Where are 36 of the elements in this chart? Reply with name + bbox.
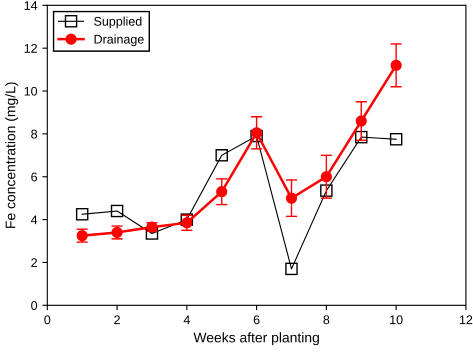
point <box>320 171 332 182</box>
x-tick-label: 12 <box>460 315 472 324</box>
point <box>180 213 194 226</box>
point <box>286 192 298 204</box>
y-tick-label: 12 <box>24 44 37 53</box>
point <box>216 186 228 198</box>
point <box>285 262 298 276</box>
y-tick-label: 8 <box>31 130 38 139</box>
y-axis-title: Fe concentration (mg/L) <box>5 82 18 228</box>
point <box>390 132 402 146</box>
point <box>356 115 367 127</box>
y-tick-label: 10 <box>24 86 38 96</box>
point <box>215 149 228 162</box>
x-tick-label: 10 <box>390 315 403 324</box>
point <box>110 204 124 218</box>
point <box>76 208 88 220</box>
y-tick-label: 6 <box>31 172 38 182</box>
legend-label: Drainage <box>94 34 144 46</box>
point <box>390 60 402 71</box>
point <box>355 130 368 144</box>
x-tick-label: 4 <box>184 315 190 324</box>
point <box>251 127 262 138</box>
x-axis-title: Weeks after planting <box>193 332 319 346</box>
y-tick-label: 2 <box>31 258 37 267</box>
x-tick-label: 2 <box>114 315 120 324</box>
point <box>146 227 158 240</box>
point <box>250 130 263 142</box>
y-tick-label: 4 <box>30 216 38 224</box>
y-tick-label: 14 <box>24 1 38 10</box>
x-tick-label: 6 <box>254 315 260 324</box>
x-tick-label: 8 <box>323 315 330 324</box>
y-tick-label: 0 <box>31 301 38 310</box>
x-tick-label: 0 <box>44 315 50 324</box>
legend-label: Supplied <box>94 16 142 28</box>
point <box>320 184 333 197</box>
point <box>181 217 192 228</box>
